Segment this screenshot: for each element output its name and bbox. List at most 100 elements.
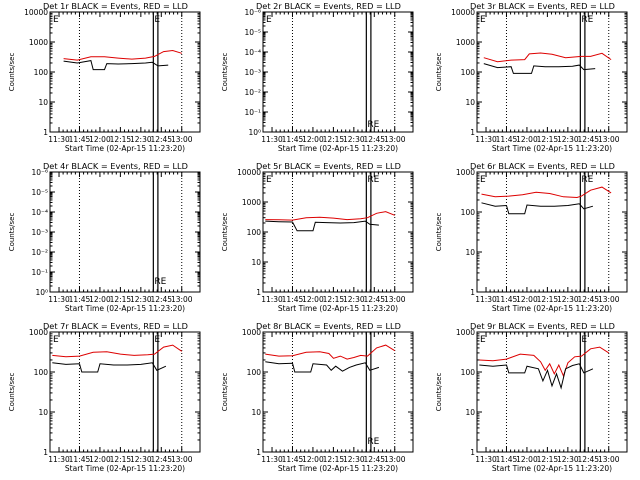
- x-tick-label: 11:45: [282, 135, 304, 144]
- x-tick-label: 12:45: [363, 455, 385, 464]
- x-tick-label: 11:30: [48, 295, 70, 304]
- y-tick-label: 10⁻²: [244, 88, 261, 97]
- y-axis-label: Counts/sec: [435, 53, 443, 92]
- x-tick-label: 12:45: [577, 295, 599, 304]
- event-marker: E: [480, 15, 486, 25]
- x-tick-label: 13:00: [384, 295, 406, 304]
- x-tick-label: 12:30: [557, 295, 579, 304]
- events-series-line: [483, 63, 596, 74]
- x-tick-label: 11:30: [48, 135, 70, 144]
- y-tick-label: 10⁻⁶: [244, 8, 261, 17]
- x-tick-label: 12:45: [150, 295, 172, 304]
- y-tick-label: 10000: [451, 8, 475, 17]
- y-tick-label: 100: [34, 68, 49, 77]
- plot-frame: [476, 11, 628, 133]
- plot-frame: [49, 171, 201, 293]
- y-tick-label: 10: [465, 248, 475, 257]
- y-tick-label: 1000: [242, 328, 261, 337]
- x-tick-label: 12:30: [130, 135, 152, 144]
- x-axis-label: Start Time (02-Apr-15 11:23:20): [278, 144, 398, 153]
- x-tick-label: 12:15: [537, 295, 559, 304]
- y-tick-label: 1: [470, 128, 475, 137]
- y-tick-label: 10: [251, 258, 261, 267]
- x-tick-label: 12:00: [516, 455, 538, 464]
- x-tick-label: 12:30: [343, 135, 365, 144]
- y-tick-label: 10⁻⁴: [244, 48, 261, 57]
- x-tick-label: 12:15: [323, 455, 345, 464]
- x-tick-label: 11:45: [496, 135, 518, 144]
- panel-1: Det 1r BLACK = Events, RED = LLD 1 10 100 10…: [8, 1, 201, 153]
- x-tick-label: 12:30: [557, 455, 579, 464]
- y-tick-label: 10⁻⁴: [31, 208, 48, 217]
- x-tick-label: 11:30: [261, 455, 283, 464]
- y-tick-label: 1: [470, 288, 475, 297]
- x-tick-label: 12:45: [577, 455, 599, 464]
- x-tick-label: 11:30: [475, 455, 497, 464]
- panel-title: Det 2r BLACK = Events, RED = LLD: [256, 1, 401, 11]
- y-tick-label: 10⁻¹: [244, 108, 261, 117]
- y-axis-label: Counts/sec: [221, 53, 229, 92]
- y-tick-label: 10: [465, 408, 475, 417]
- x-tick-label: 12:15: [110, 455, 132, 464]
- y-tick-label: 100: [461, 208, 476, 217]
- event-marker: RE: [581, 15, 593, 25]
- x-tick-label: 13:00: [598, 135, 620, 144]
- event-marker: E: [266, 15, 272, 25]
- panel-title: Det 4r BLACK = Events, RED = LLD: [43, 161, 188, 171]
- panel-title: Det 5r BLACK = Events, RED = LLD: [256, 161, 401, 171]
- y-tick-label: 10000: [24, 8, 48, 17]
- lld-series-line: [483, 52, 612, 63]
- x-tick-label: 12:45: [363, 295, 385, 304]
- y-tick-label: 1000: [29, 328, 48, 337]
- y-axis-label: Counts/sec: [8, 53, 16, 92]
- x-tick-label: 11:30: [475, 295, 497, 304]
- panel-title: Det 6r BLACK = Events, RED = LLD: [470, 161, 615, 171]
- event-marker: E: [480, 175, 486, 185]
- events-series-line: [479, 363, 594, 390]
- x-tick-label: 12:00: [516, 135, 538, 144]
- event-marker: E: [581, 335, 587, 345]
- x-tick-label: 11:45: [69, 295, 91, 304]
- event-marker: RE: [154, 277, 166, 287]
- x-tick-label: 12:45: [363, 135, 385, 144]
- y-tick-label: 100: [461, 368, 476, 377]
- y-tick-label: 10⁻³: [244, 68, 261, 77]
- event-marker: E: [53, 15, 59, 25]
- x-tick-label: 12:45: [150, 135, 172, 144]
- x-tick-label: 13:00: [598, 295, 620, 304]
- panel-5: Det 5r BLACK = Events, RED = LLD 1 10 100 10…: [221, 161, 414, 313]
- y-tick-label: 100: [247, 228, 262, 237]
- y-axis-label: Counts/sec: [221, 373, 229, 412]
- x-axis-label: Start Time (02-Apr-15 11:23:20): [65, 144, 185, 153]
- x-tick-label: 13:00: [171, 135, 193, 144]
- x-tick-label: 11:30: [261, 295, 283, 304]
- x-tick-label: 12:15: [323, 135, 345, 144]
- x-tick-label: 11:45: [282, 295, 304, 304]
- x-tick-label: 11:45: [496, 455, 518, 464]
- y-tick-label: 1000: [456, 168, 475, 177]
- x-tick-label: 12:15: [110, 295, 132, 304]
- events-series-line: [481, 202, 594, 215]
- events-series-line: [52, 362, 167, 373]
- y-tick-label: 10⁻²: [31, 248, 48, 257]
- y-axis-label: Counts/sec: [8, 373, 16, 412]
- event-marker: E: [266, 175, 272, 185]
- y-tick-label: 10⁻³: [31, 228, 48, 237]
- lld-series-line: [265, 344, 396, 360]
- panel-8: Det 8r BLACK = Events, RED = LLD 1 10 100 10…: [221, 321, 414, 473]
- y-tick-label: 10⁰: [248, 128, 261, 137]
- y-tick-label: 10⁻⁶: [31, 168, 48, 177]
- y-tick-label: 10⁻⁵: [244, 28, 261, 37]
- x-tick-label: 12:00: [89, 295, 111, 304]
- y-tick-label: 100: [461, 68, 476, 77]
- x-tick-label: 12:45: [150, 455, 172, 464]
- x-tick-label: 12:45: [577, 135, 599, 144]
- x-tick-label: 13:00: [171, 455, 193, 464]
- x-tick-label: 11:30: [48, 455, 70, 464]
- y-tick-label: 100: [34, 368, 49, 377]
- x-axis-label: Start Time (02-Apr-15 11:23:20): [492, 144, 612, 153]
- y-tick-label: 10⁻¹: [31, 268, 48, 277]
- panel-2: Det 2r BLACK = Events, RED = LLD 10⁰ 10⁻¹ 1…: [221, 1, 414, 153]
- x-axis-label: Start Time (02-Apr-15 11:23:20): [65, 464, 185, 473]
